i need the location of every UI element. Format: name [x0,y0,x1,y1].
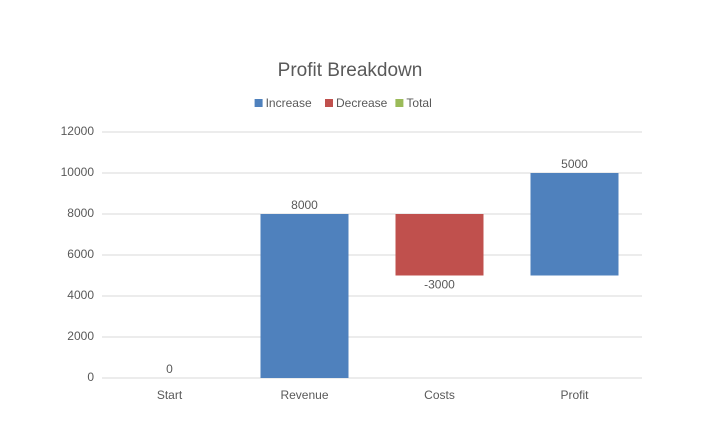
x-tick-label: Costs [424,388,455,402]
y-tick-label: 0 [87,370,94,384]
data-label: -3000 [424,278,455,292]
x-tick-label: Profit [560,388,589,402]
y-tick-label: 4000 [67,288,94,302]
legend-swatch [395,99,404,107]
y-tick-label: 2000 [67,329,94,343]
data-label: 0 [166,362,173,376]
x-tick-label: Start [157,388,183,402]
data-label: 5000 [561,157,588,171]
y-tick-label: 6000 [67,247,94,261]
y-tick-label: 8000 [67,206,94,220]
legend-swatch [254,99,263,107]
legend-label: Total [406,96,431,110]
chart-title: Profit Breakdown [278,60,423,81]
bar [530,173,619,276]
bar [260,214,349,378]
bar [395,214,484,276]
legend-label: Increase [266,96,312,110]
legend-label: Decrease [336,96,388,110]
legend-swatch [325,99,333,107]
y-tick-label: 12000 [61,124,95,138]
y-tick-label: 10000 [61,165,95,179]
data-label: 8000 [291,198,318,212]
x-tick-label: Revenue [280,388,328,402]
